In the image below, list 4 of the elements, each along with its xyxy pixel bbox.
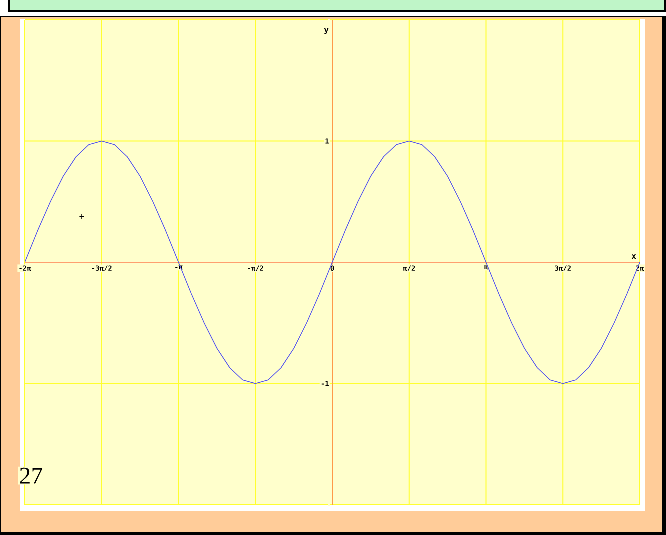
annotation: 27 <box>20 468 43 484</box>
annotation: + <box>80 214 84 220</box>
x-axis-title: x <box>632 254 636 259</box>
y-axis-title: y <box>324 28 329 34</box>
